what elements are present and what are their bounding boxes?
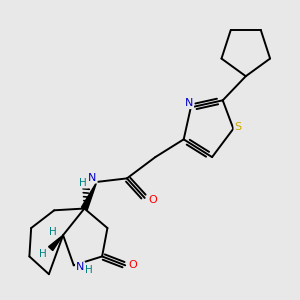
Text: S: S (234, 122, 242, 132)
Text: N: N (88, 173, 97, 183)
Polygon shape (82, 182, 97, 210)
Text: H: H (39, 249, 46, 259)
Text: N: N (76, 262, 84, 272)
Text: H: H (49, 226, 57, 237)
Text: N: N (185, 98, 193, 108)
Text: H: H (85, 265, 93, 275)
Text: O: O (129, 260, 137, 270)
Polygon shape (49, 235, 63, 250)
Text: H: H (80, 178, 87, 188)
Text: O: O (148, 195, 157, 205)
